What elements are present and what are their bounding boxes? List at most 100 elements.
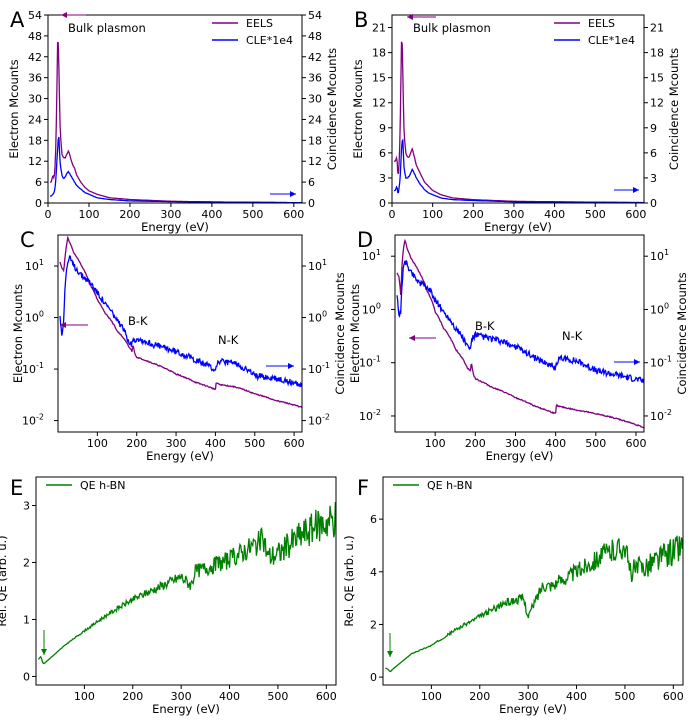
- y2-tick-label: 6: [308, 176, 315, 189]
- y-axis-label: Electron Mcounts: [351, 59, 365, 158]
- y-tick-label: 15: [372, 72, 386, 85]
- y2-tick-label: 54: [308, 9, 322, 22]
- y-tick-label: 36: [28, 72, 42, 85]
- series-line-cle-1e4: [393, 138, 644, 203]
- legend-label: EELS: [588, 17, 615, 30]
- y-tick-label: 18: [28, 134, 42, 147]
- series-line-eels: [393, 41, 644, 203]
- y2-tick-label: 36: [308, 72, 322, 85]
- panel-c: 100 200 300 400 500 600 Energy (eV) 10-2 10-2 10-…: [11, 228, 347, 463]
- x-tick-label: 200: [126, 437, 147, 450]
- y2-tick-label: 100: [650, 301, 669, 316]
- x-tick-label: 300: [166, 437, 187, 450]
- series-line-cle-1e4: [396, 260, 644, 384]
- x-tick-label: 500: [614, 690, 635, 703]
- x-axis-label: Energy (eV): [141, 220, 209, 234]
- y-tick-label: 9: [379, 122, 386, 135]
- y-tick-label: 3: [379, 172, 386, 185]
- x-tick-label: 300: [503, 208, 524, 221]
- series-line-qe-h-bn: [37, 502, 336, 665]
- y-tick-label: 12: [28, 155, 42, 168]
- right-axis-arrow-head: [290, 191, 296, 197]
- x-axis-label: Energy (eV): [486, 449, 554, 463]
- x-tick-label: 400: [219, 690, 240, 703]
- x-axis-label: Energy (eV): [484, 220, 552, 234]
- x-tick-label: 600: [283, 208, 304, 221]
- x-tick-label: 300: [160, 208, 181, 221]
- y2-tick-label: 100: [308, 310, 327, 325]
- x-tick-label: 200: [469, 690, 490, 703]
- y-axis-label-right: Coincidence Mcounts: [325, 48, 339, 170]
- y-tick-label: 4: [370, 566, 377, 579]
- y2-tick-label: 42: [308, 51, 322, 64]
- y2-tick-label: 10-2: [308, 413, 330, 428]
- x-tick-label: 500: [244, 437, 265, 450]
- series-line-cle-1e4: [59, 255, 302, 388]
- y-axis-label: Rel. QE (arb. u.): [0, 535, 9, 626]
- y-axis-label: Electron Mcounts: [11, 284, 25, 383]
- y2-tick-label: 3: [650, 172, 657, 185]
- legend-label: QE h-BN: [427, 479, 472, 492]
- plot-frame: [35, 476, 337, 686]
- panel-letter: D: [357, 228, 373, 252]
- y-tick-label: 48: [28, 30, 42, 43]
- panel-d: 100 200 300 400 500 600 Energy (eV) 10-2 10-2 10-…: [348, 228, 689, 463]
- x-tick-label: 100: [422, 208, 443, 221]
- right-axis-arrow-head: [633, 187, 639, 193]
- y2-tick-label: 6: [650, 147, 657, 160]
- y2-tick-label: 12: [650, 97, 664, 110]
- x-tick-label: 600: [316, 690, 337, 703]
- y-tick-label: 24: [28, 113, 42, 126]
- y-tick-label: 10-1: [22, 361, 44, 376]
- y-axis-label: Electron Mcounts: [7, 59, 21, 158]
- panel-letter: C: [20, 228, 35, 252]
- y-axis-label-right: Coincidence Mcounts: [333, 272, 347, 394]
- annotation-edge: N-K: [218, 333, 239, 347]
- x-tick-label: 100: [87, 437, 108, 450]
- y2-tick-label: 12: [308, 155, 322, 168]
- series-line-cle-1e4: [50, 136, 302, 203]
- y-tick-label: 1: [23, 613, 30, 626]
- y-tick-label: 0: [370, 671, 377, 684]
- y-tick-label: 2: [370, 618, 377, 631]
- right-axis-arrow-head: [634, 359, 640, 365]
- x-tick-label: 400: [545, 437, 566, 450]
- left-axis-arrow-head: [409, 335, 415, 341]
- x-axis-label: Energy (eV): [152, 702, 220, 716]
- y-axis-label: Rel. QE (arb. u.): [342, 535, 356, 626]
- y-tick-label: 0: [35, 197, 42, 210]
- y2-tick-label: 101: [308, 258, 327, 273]
- x-tick-label: 100: [74, 690, 95, 703]
- x-tick-label: 0: [45, 208, 52, 221]
- y-tick-label: 6: [379, 147, 386, 160]
- x-tick-label: 600: [663, 690, 684, 703]
- y2-tick-label: 9: [650, 122, 657, 135]
- panel-e: 100 200 300 400 500 600 Energy (eV) 0 1 2 3 Rel. QE…: [0, 476, 337, 716]
- y-tick-label: 6: [370, 513, 377, 526]
- x-tick-label: 200: [122, 690, 143, 703]
- y-tick-label: 0: [23, 670, 30, 683]
- y-tick-label: 21: [372, 22, 386, 35]
- legend-label: QE h-BN: [80, 479, 125, 492]
- y-tick-label: 10-1: [359, 355, 381, 370]
- x-tick-label: 400: [566, 690, 587, 703]
- x-tick-label: 100: [425, 437, 446, 450]
- y-tick-label: 18: [372, 47, 386, 60]
- min-marker-arrow-head: [387, 651, 393, 657]
- y-tick-label: 0: [379, 197, 386, 210]
- x-tick-label: 100: [421, 690, 442, 703]
- y2-tick-label: 18: [650, 47, 664, 60]
- y-axis-label-right: Coincidence Mcounts: [675, 272, 689, 394]
- min-marker-arrow-head: [41, 649, 47, 655]
- y2-tick-label: 24: [308, 113, 322, 126]
- y-tick-label: 54: [28, 9, 42, 22]
- series-line-eels: [59, 235, 302, 409]
- annotation-bulk-plasmon: Bulk plasmon: [413, 21, 491, 35]
- panel-letter: F: [357, 476, 369, 500]
- x-tick-label: 200: [119, 208, 140, 221]
- x-tick-label: 400: [205, 437, 226, 450]
- x-tick-label: 500: [267, 690, 288, 703]
- right-axis-arrow-head: [288, 363, 294, 369]
